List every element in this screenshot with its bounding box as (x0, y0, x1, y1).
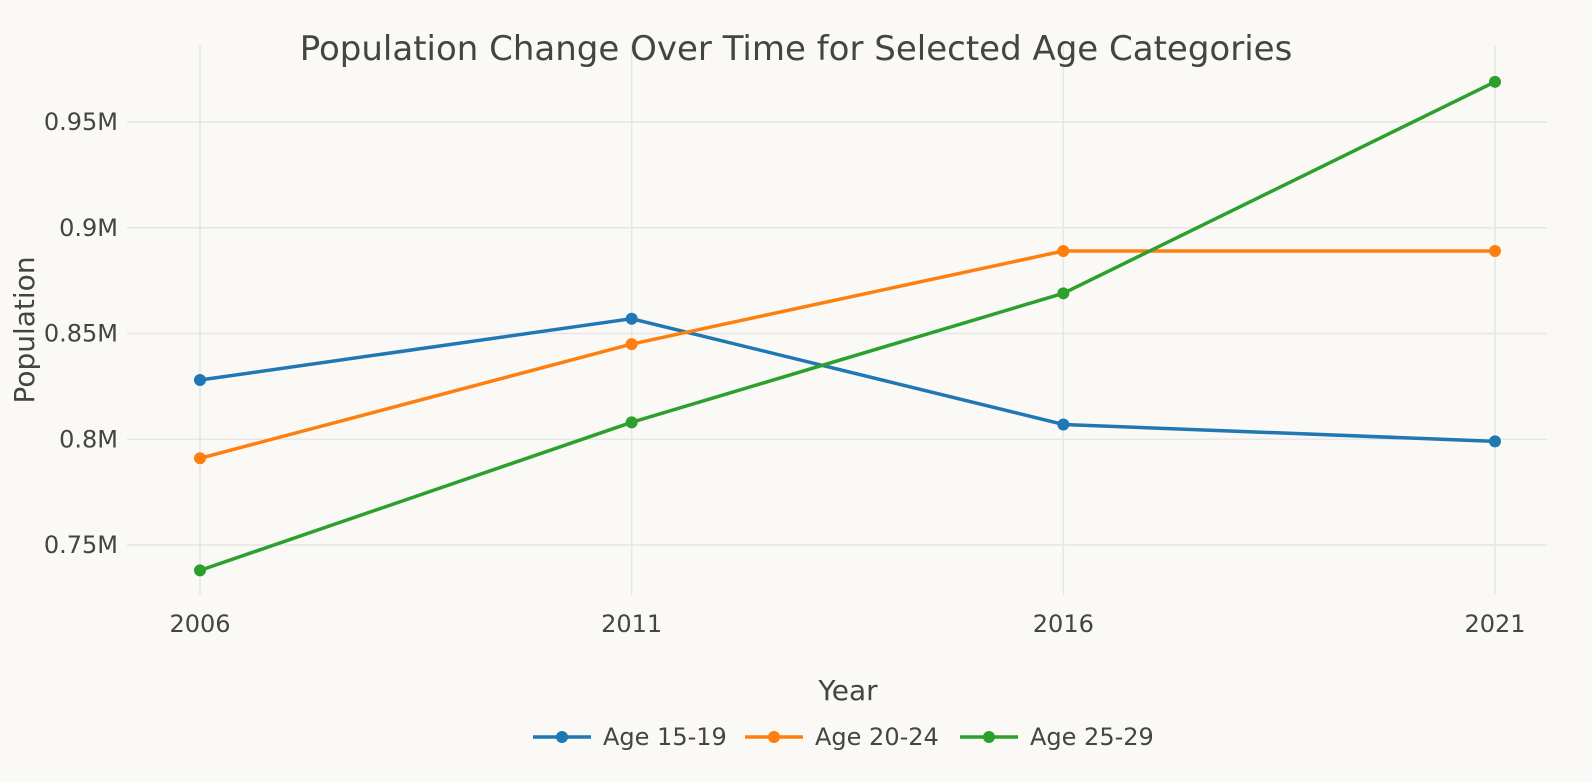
legend-marker (768, 731, 780, 743)
x-tick-label: 2021 (1464, 610, 1525, 638)
y-tick-label: 0.75M (44, 531, 118, 559)
x-tick-label: 2011 (601, 610, 662, 638)
legend-item[interactable]: Age 25-29 (960, 723, 1154, 751)
data-point[interactable] (194, 452, 206, 465)
data-point[interactable] (625, 416, 638, 429)
data-point[interactable] (194, 374, 206, 387)
axis-layer: 2006 2011 2016 2021 0.75M 0.8M 0.85M 0.9M 0.95M (44, 108, 1526, 638)
series-age-25-29 (194, 75, 1501, 577)
legend-label: Age 25-29 (1030, 723, 1154, 751)
data-point[interactable] (194, 564, 206, 577)
series-line (199, 249, 1495, 460)
legend-marker (983, 731, 995, 743)
chart-title: Population Change Over Time for Selected… (300, 29, 1293, 69)
series-age-20-24 (194, 245, 1501, 465)
y-tick-label: 0.85M (44, 320, 118, 348)
x-tick-label: 2006 (169, 610, 230, 638)
grid-layer (127, 45, 1547, 595)
data-point[interactable] (625, 312, 638, 325)
data-point[interactable] (1489, 245, 1501, 258)
series-line (199, 80, 1496, 573)
x-tick-label: 2016 (1033, 610, 1094, 638)
legend[interactable]: Age 15-19 Age 20-24 Age 25-29 (533, 723, 1154, 751)
legend-label: Age 15-19 (603, 723, 727, 751)
y-axis-title: Population (8, 256, 41, 403)
data-point[interactable] (625, 338, 638, 351)
legend-item[interactable]: Age 20-24 (745, 723, 939, 751)
data-point[interactable] (1057, 245, 1070, 258)
y-tick-label: 0.9M (59, 214, 118, 242)
legend-marker (556, 731, 568, 743)
data-point[interactable] (1489, 75, 1501, 88)
series-line (199, 316, 1496, 444)
series-age-15-19 (194, 312, 1501, 448)
y-tick-label: 0.8M (59, 425, 118, 453)
legend-item[interactable]: Age 15-19 (533, 723, 727, 751)
x-axis-title: Year (817, 674, 878, 707)
legend-label: Age 20-24 (815, 723, 939, 751)
data-point[interactable] (1057, 418, 1070, 431)
y-tick-label: 0.95M (44, 108, 118, 136)
data-point[interactable] (1489, 435, 1501, 448)
series-layer (194, 75, 1501, 577)
data-point[interactable] (1057, 287, 1070, 300)
